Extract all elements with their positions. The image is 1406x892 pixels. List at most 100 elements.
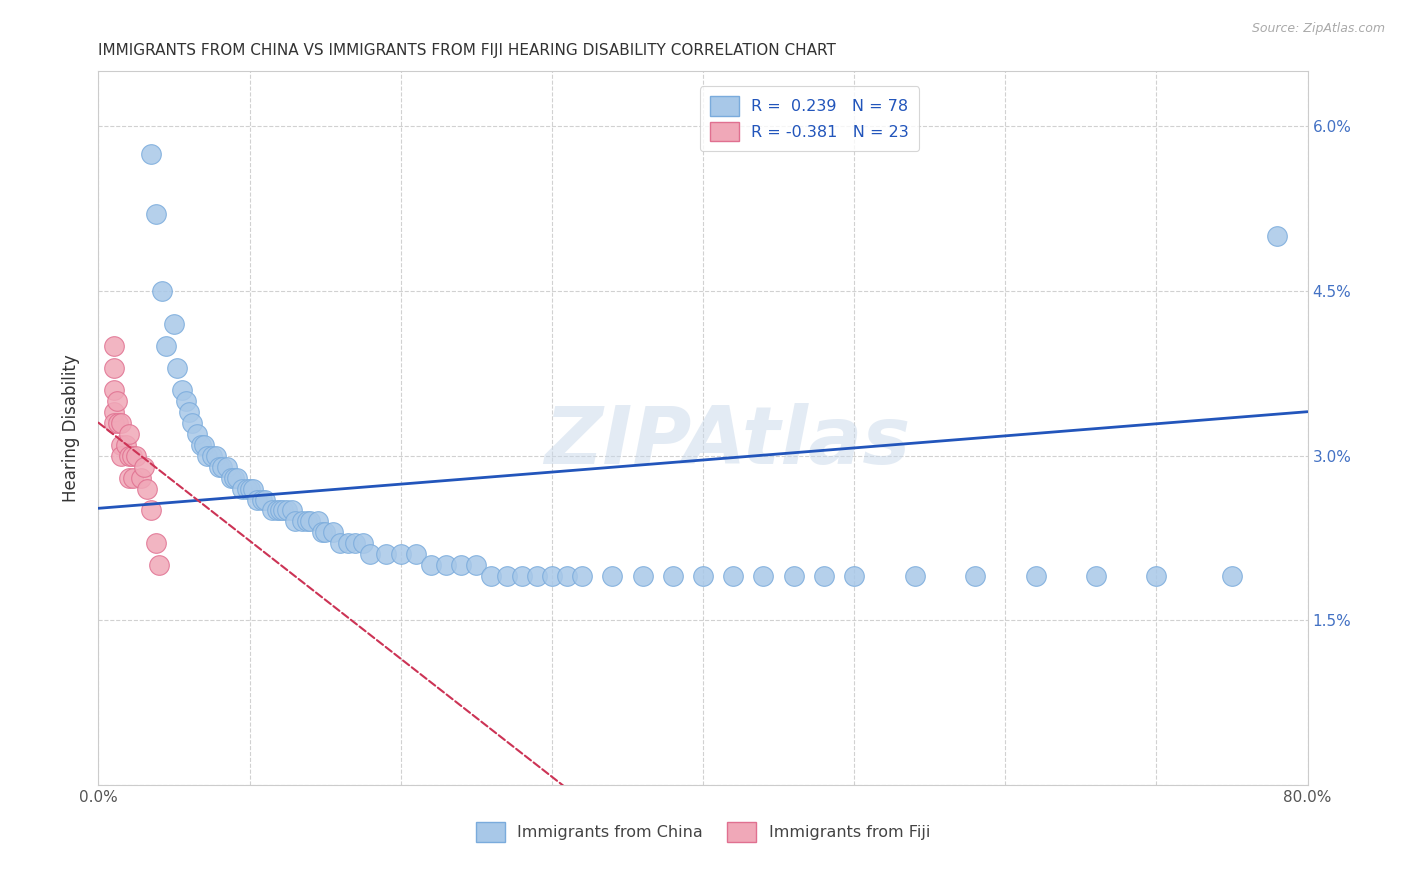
Point	[129, 470, 152, 484]
Point	[221, 470, 243, 484]
Point	[281, 503, 304, 517]
Point	[195, 449, 218, 463]
Point	[420, 558, 443, 573]
Point	[352, 536, 374, 550]
Point	[103, 383, 125, 397]
Point	[311, 525, 333, 540]
Point	[242, 482, 264, 496]
Point	[389, 548, 412, 562]
Point	[661, 569, 683, 583]
Point	[374, 548, 396, 562]
Point	[344, 536, 367, 550]
Point	[239, 482, 262, 496]
Point	[145, 536, 167, 550]
Point	[103, 360, 125, 375]
Point	[135, 482, 157, 496]
Point	[163, 317, 186, 331]
Point	[201, 449, 224, 463]
Point	[450, 558, 472, 573]
Point	[965, 569, 987, 583]
Point	[186, 426, 208, 441]
Point	[166, 360, 188, 375]
Point	[262, 503, 284, 517]
Point	[253, 492, 276, 507]
Point	[118, 449, 141, 463]
Point	[434, 558, 457, 573]
Point	[555, 569, 578, 583]
Point	[211, 459, 233, 474]
Point	[329, 536, 352, 550]
Point	[602, 569, 624, 583]
Point	[114, 437, 136, 451]
Point	[276, 503, 298, 517]
Point	[752, 569, 775, 583]
Point	[231, 482, 253, 496]
Point	[110, 449, 132, 463]
Point	[118, 470, 141, 484]
Point	[226, 470, 249, 484]
Point	[121, 449, 143, 463]
Y-axis label: Hearing Disability: Hearing Disability	[62, 354, 80, 502]
Point	[307, 515, 329, 529]
Point	[526, 569, 548, 583]
Point	[103, 416, 125, 430]
Point	[179, 405, 201, 419]
Point	[148, 558, 170, 573]
Text: IMMIGRANTS FROM CHINA VS IMMIGRANTS FROM FIJI HEARING DISABILITY CORRELATION CHA: IMMIGRANTS FROM CHINA VS IMMIGRANTS FROM…	[98, 43, 837, 58]
Point	[110, 437, 132, 451]
Point	[405, 548, 427, 562]
Point	[235, 482, 257, 496]
Point	[266, 503, 288, 517]
Point	[110, 416, 132, 430]
Point	[1267, 229, 1289, 244]
Point	[571, 569, 593, 583]
Point	[246, 492, 269, 507]
Point	[1085, 569, 1108, 583]
Point	[295, 515, 318, 529]
Point	[107, 416, 129, 430]
Point	[783, 569, 806, 583]
Text: ZIPAtlas: ZIPAtlas	[544, 403, 910, 482]
Point	[723, 569, 745, 583]
Point	[125, 449, 148, 463]
Point	[215, 459, 238, 474]
Point	[250, 492, 273, 507]
Point	[299, 515, 322, 529]
Point	[103, 339, 125, 353]
Point	[190, 437, 212, 451]
Point	[224, 470, 246, 484]
Point	[904, 569, 927, 583]
Point	[205, 449, 228, 463]
Point	[122, 470, 145, 484]
Point	[170, 383, 193, 397]
Point	[271, 503, 294, 517]
Point	[291, 515, 314, 529]
Point	[269, 503, 291, 517]
Point	[1144, 569, 1167, 583]
Point	[813, 569, 835, 583]
Point	[360, 548, 382, 562]
Point	[103, 405, 125, 419]
Point	[844, 569, 866, 583]
Legend: Immigrants from China, Immigrants from Fiji: Immigrants from China, Immigrants from F…	[470, 816, 936, 848]
Point	[510, 569, 533, 583]
Point	[284, 515, 307, 529]
Point	[141, 503, 163, 517]
Point	[540, 569, 562, 583]
Point	[322, 525, 344, 540]
Point	[141, 146, 163, 161]
Point	[1024, 569, 1046, 583]
Point	[495, 569, 517, 583]
Point	[692, 569, 714, 583]
Point	[150, 284, 173, 298]
Point	[336, 536, 359, 550]
Point	[132, 459, 155, 474]
Text: Source: ZipAtlas.com: Source: ZipAtlas.com	[1251, 22, 1385, 36]
Point	[1220, 569, 1243, 583]
Point	[145, 207, 167, 221]
Point	[181, 416, 204, 430]
Point	[193, 437, 215, 451]
Point	[118, 426, 141, 441]
Point	[208, 459, 231, 474]
Point	[631, 569, 654, 583]
